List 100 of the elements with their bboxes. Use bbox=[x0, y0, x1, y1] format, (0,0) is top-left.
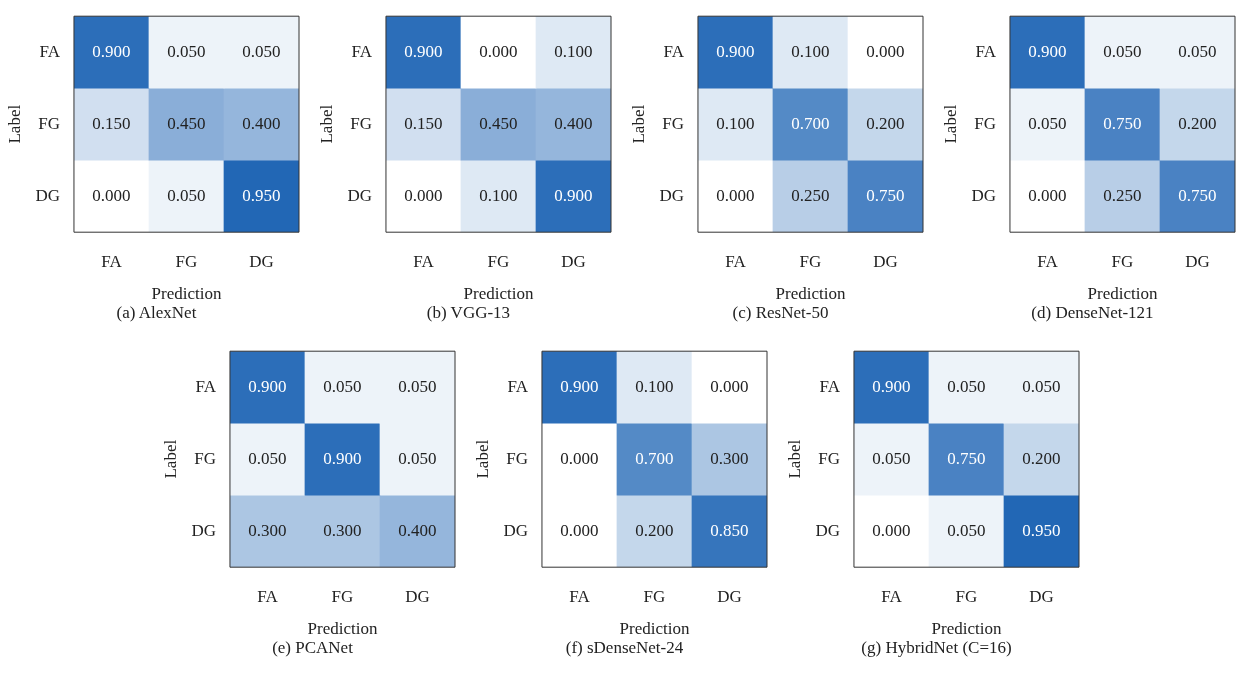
x-tick-label: FG bbox=[175, 251, 197, 271]
data-label: 0.850 bbox=[709, 520, 749, 540]
data-label: 0.100 bbox=[715, 113, 755, 133]
y-tick-label: FA bbox=[818, 376, 841, 396]
y-tick-label: FA bbox=[662, 41, 685, 61]
data-label: 0.050 bbox=[247, 448, 287, 468]
data-label: 0.400 bbox=[397, 520, 437, 540]
data-label: 0.050 bbox=[397, 376, 437, 396]
x-tick-label: DG bbox=[404, 586, 430, 606]
data-label: 0.000 bbox=[1027, 185, 1067, 205]
y-axis-title: Label bbox=[628, 104, 648, 144]
data-label: 0.100 bbox=[478, 185, 518, 205]
data-label: 0.200 bbox=[1177, 113, 1217, 133]
data-label: 0.450 bbox=[478, 113, 518, 133]
text: (c) ResNet-50 bbox=[731, 303, 830, 323]
x-tick-label: FA bbox=[568, 586, 590, 606]
y-tick-label: FA bbox=[38, 41, 61, 61]
text: (g) HybridNet (C=16) bbox=[860, 638, 1013, 658]
y-tick-label: FG bbox=[817, 448, 840, 468]
data-label: 0.400 bbox=[553, 113, 593, 133]
y-axis-title: Label bbox=[472, 439, 492, 479]
x-axis-title: Prediction bbox=[307, 619, 378, 639]
data-label: 0.100 bbox=[553, 41, 593, 61]
x-tick-label: FG bbox=[331, 586, 353, 606]
data-label: 0.000 bbox=[559, 448, 599, 468]
y-axis-title: Label bbox=[784, 439, 804, 479]
y-tick-label: DG bbox=[502, 520, 528, 540]
y-tick-label: FG bbox=[973, 113, 996, 133]
x-tick-label: FA bbox=[1036, 251, 1058, 271]
text: (f) sDenseNet-24 bbox=[564, 638, 685, 658]
data-label: 0.000 bbox=[559, 520, 599, 540]
data-label: 0.050 bbox=[166, 41, 206, 61]
data-label: 0.300 bbox=[709, 448, 749, 468]
data-label: 0.200 bbox=[634, 520, 674, 540]
y-axis-title: Label bbox=[316, 104, 336, 144]
data-label: 0.000 bbox=[403, 185, 443, 205]
data-label: 0.000 bbox=[91, 185, 131, 205]
x-tick-label: FG bbox=[643, 586, 665, 606]
y-tick-label: DG bbox=[346, 185, 372, 205]
x-axis-title: Prediction bbox=[619, 619, 690, 639]
data-label: 0.000 bbox=[709, 376, 749, 396]
data-label: 0.900 bbox=[403, 41, 443, 61]
data-label: 0.900 bbox=[871, 376, 911, 396]
data-label: 0.450 bbox=[166, 113, 206, 133]
data-label: 0.900 bbox=[322, 448, 362, 468]
x-tick-label: FG bbox=[955, 586, 977, 606]
data-label: 0.050 bbox=[241, 41, 281, 61]
data-label: 0.000 bbox=[715, 185, 755, 205]
data-label: 0.250 bbox=[1102, 185, 1142, 205]
data-label: 0.300 bbox=[247, 520, 287, 540]
text: (b) VGG-13 bbox=[425, 303, 512, 323]
x-tick-label: DG bbox=[248, 251, 274, 271]
x-tick-label: DG bbox=[716, 586, 742, 606]
text: (e) PCANet bbox=[271, 638, 354, 658]
y-tick-label: DG bbox=[34, 185, 60, 205]
data-label: 0.700 bbox=[634, 448, 674, 468]
data-label: 0.200 bbox=[865, 113, 905, 133]
x-axis-title: Prediction bbox=[151, 284, 222, 304]
x-axis-title: Prediction bbox=[463, 284, 534, 304]
data-label: 0.200 bbox=[1021, 448, 1061, 468]
data-label: 0.150 bbox=[91, 113, 131, 133]
y-tick-label: DG bbox=[190, 520, 216, 540]
x-axis-title: Prediction bbox=[1087, 284, 1158, 304]
data-label: 0.050 bbox=[397, 448, 437, 468]
data-label: 0.300 bbox=[322, 520, 362, 540]
y-tick-label: FA bbox=[350, 41, 373, 61]
y-tick-label: FA bbox=[974, 41, 997, 61]
data-label: 0.100 bbox=[634, 376, 674, 396]
y-axis-title: Label bbox=[160, 439, 180, 479]
data-label: 0.400 bbox=[241, 113, 281, 133]
data-label: 0.050 bbox=[1021, 376, 1061, 396]
y-tick-label: DG bbox=[814, 520, 840, 540]
data-label: 0.900 bbox=[559, 376, 599, 396]
x-tick-label: DG bbox=[872, 251, 898, 271]
data-label: 0.050 bbox=[166, 185, 206, 205]
data-label: 0.700 bbox=[790, 113, 830, 133]
x-axis-title: Prediction bbox=[931, 619, 1002, 639]
y-tick-label: DG bbox=[970, 185, 996, 205]
data-label: 0.050 bbox=[946, 376, 986, 396]
x-tick-label: FA bbox=[256, 586, 278, 606]
y-tick-label: FG bbox=[661, 113, 684, 133]
x-tick-label: DG bbox=[1184, 251, 1210, 271]
data-label: 0.000 bbox=[478, 41, 518, 61]
x-tick-label: FA bbox=[880, 586, 902, 606]
text: (d) DenseNet-121 bbox=[1030, 303, 1155, 323]
data-label: 0.900 bbox=[247, 376, 287, 396]
data-label: 0.150 bbox=[403, 113, 443, 133]
text: (a) AlexNet bbox=[115, 303, 198, 323]
data-label: 0.100 bbox=[790, 41, 830, 61]
y-axis-title: Label bbox=[4, 104, 24, 144]
data-label: 0.000 bbox=[865, 41, 905, 61]
y-tick-label: FA bbox=[194, 376, 217, 396]
data-label: 0.950 bbox=[1021, 520, 1061, 540]
y-axis-title: Label bbox=[940, 104, 960, 144]
y-tick-label: DG bbox=[658, 185, 684, 205]
data-label: 0.900 bbox=[715, 41, 755, 61]
data-label: 0.750 bbox=[865, 185, 905, 205]
x-tick-label: FA bbox=[100, 251, 122, 271]
data-label: 0.050 bbox=[946, 520, 986, 540]
data-label: 0.900 bbox=[91, 41, 131, 61]
